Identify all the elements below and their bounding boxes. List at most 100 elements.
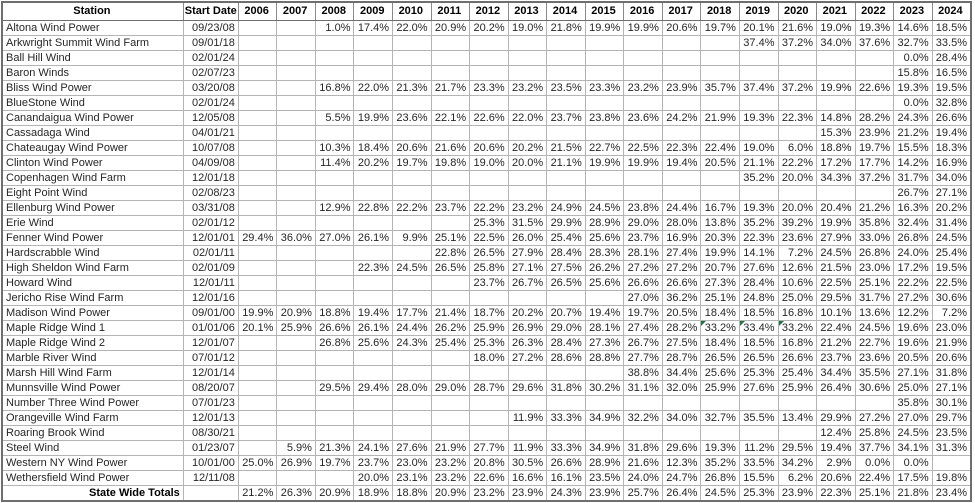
value-cell-2008[interactable] bbox=[314, 425, 355, 441]
value-cell-2019[interactable] bbox=[738, 125, 779, 141]
value-cell-2020[interactable]: 39.2% bbox=[777, 215, 818, 231]
value-cell-2011[interactable]: 25.1% bbox=[430, 230, 471, 246]
value-cell-2006[interactable]: 29.4% bbox=[237, 230, 278, 246]
value-cell-2018[interactable] bbox=[700, 425, 740, 441]
value-cell-2008[interactable] bbox=[314, 95, 355, 111]
value-cell-2022[interactable]: 26.8% bbox=[854, 245, 895, 261]
totals-start-date-cell[interactable] bbox=[182, 485, 239, 502]
value-cell-2018[interactable]: 18.4% bbox=[700, 335, 740, 351]
value-cell-2006[interactable] bbox=[237, 185, 278, 201]
value-cell-2006[interactable]: 19.9% bbox=[237, 305, 278, 321]
value-cell-2006[interactable] bbox=[237, 275, 278, 291]
value-cell-2021[interactable] bbox=[816, 395, 856, 411]
value-cell-2014[interactable]: 29.0% bbox=[546, 320, 586, 336]
value-cell-2013[interactable]: 20.2% bbox=[507, 305, 548, 321]
value-cell-2024[interactable] bbox=[931, 455, 972, 471]
start-date-cell[interactable]: 02/01/11 bbox=[182, 245, 239, 261]
value-cell-2024[interactable]: 20.2% bbox=[931, 200, 972, 216]
value-cell-2011[interactable]: 21.9% bbox=[430, 440, 471, 456]
station-cell[interactable]: Arkwright Summit Wind Farm bbox=[1, 35, 184, 51]
value-cell-2021[interactable]: 2.9% bbox=[816, 455, 856, 471]
value-cell-2016[interactable]: 24.0% bbox=[623, 470, 663, 486]
value-cell-2022[interactable]: 25.8% bbox=[854, 425, 895, 441]
value-cell-2010[interactable] bbox=[392, 290, 432, 306]
value-cell-2008[interactable] bbox=[314, 125, 355, 141]
value-cell-2023[interactable]: 21.2% bbox=[893, 125, 933, 141]
value-cell-2023[interactable]: 12.2% bbox=[893, 305, 933, 321]
value-cell-2024[interactable]: 34.0% bbox=[931, 170, 972, 186]
start-date-cell[interactable]: 07/01/23 bbox=[182, 395, 239, 411]
value-cell-2019[interactable]: 19.0% bbox=[738, 140, 779, 156]
value-cell-2018[interactable]: 20.5% bbox=[700, 155, 740, 171]
value-cell-2023[interactable]: 22.2% bbox=[893, 275, 933, 291]
value-cell-2013[interactable]: 27.1% bbox=[507, 260, 548, 276]
value-cell-2014[interactable]: 23.5% bbox=[546, 80, 586, 96]
value-cell-2021[interactable]: 10.1% bbox=[816, 305, 856, 321]
station-cell[interactable]: Ball Hill Wind bbox=[1, 50, 184, 66]
value-cell-2017[interactable] bbox=[661, 35, 702, 51]
value-cell-2024[interactable]: 27.1% bbox=[931, 380, 972, 396]
value-cell-2017[interactable]: 16.9% bbox=[661, 230, 702, 246]
value-cell-2016[interactable]: 38.8% bbox=[623, 365, 663, 381]
value-cell-2017[interactable] bbox=[661, 425, 702, 441]
value-cell-2023[interactable]: 17.2% bbox=[893, 260, 933, 276]
start-date-cell[interactable]: 12/11/08 bbox=[182, 470, 239, 486]
value-cell-2006[interactable] bbox=[237, 425, 278, 441]
value-cell-2010[interactable] bbox=[392, 395, 432, 411]
value-cell-2018[interactable] bbox=[700, 395, 740, 411]
start-date-cell[interactable]: 12/01/11 bbox=[182, 275, 239, 291]
value-cell-2016[interactable] bbox=[623, 35, 663, 51]
value-cell-2017[interactable]: 19.4% bbox=[661, 155, 702, 171]
value-cell-2018[interactable]: 26.8% bbox=[700, 470, 740, 486]
value-cell-2018[interactable]: 27.3% bbox=[700, 275, 740, 291]
value-cell-2006[interactable] bbox=[237, 155, 278, 171]
value-cell-2013[interactable]: 11.9% bbox=[507, 440, 548, 456]
value-cell-2013[interactable] bbox=[507, 425, 548, 441]
value-cell-2020[interactable] bbox=[777, 125, 818, 141]
value-cell-2022[interactable]: 37.6% bbox=[854, 35, 895, 51]
start-date-cell[interactable]: 12/01/07 bbox=[182, 335, 239, 351]
value-cell-2022[interactable] bbox=[854, 185, 895, 201]
value-cell-2014[interactable]: 16.1% bbox=[546, 470, 586, 486]
value-cell-2012[interactable]: 25.3% bbox=[469, 215, 509, 231]
value-cell-2015[interactable] bbox=[584, 35, 625, 51]
column-header-2015[interactable]: 2015 bbox=[584, 1, 625, 21]
value-cell-2018[interactable] bbox=[700, 125, 740, 141]
value-cell-2023[interactable]: 0.0% bbox=[893, 455, 933, 471]
value-cell-2011[interactable]: 21.4% bbox=[430, 305, 471, 321]
value-cell-2022[interactable]: 19.7% bbox=[854, 140, 895, 156]
value-cell-2013[interactable]: 30.5% bbox=[507, 455, 548, 471]
station-cell[interactable]: Marsh Hill Wind Farm bbox=[1, 365, 184, 381]
value-cell-2012[interactable] bbox=[469, 35, 509, 51]
value-cell-2009[interactable]: 19.4% bbox=[353, 305, 394, 321]
value-cell-2015[interactable]: 34.9% bbox=[584, 410, 625, 426]
start-date-cell[interactable]: 09/01/00 bbox=[182, 305, 239, 321]
value-cell-2010[interactable]: 23.1% bbox=[392, 470, 432, 486]
value-cell-2007[interactable] bbox=[276, 470, 316, 486]
value-cell-2006[interactable] bbox=[237, 290, 278, 306]
value-cell-2011[interactable]: 22.8% bbox=[430, 245, 471, 261]
station-cell[interactable]: Bliss Wind Power bbox=[1, 80, 184, 96]
value-cell-2013[interactable]: 27.9% bbox=[507, 245, 548, 261]
value-cell-2014[interactable]: 24.9% bbox=[546, 200, 586, 216]
value-cell-2016[interactable] bbox=[623, 65, 663, 81]
value-cell-2016[interactable]: 23.6% bbox=[623, 110, 663, 126]
value-cell-2012[interactable] bbox=[469, 425, 509, 441]
value-cell-2012[interactable]: 19.0% bbox=[469, 155, 509, 171]
value-cell-2016[interactable]: 31.8% bbox=[623, 440, 663, 456]
value-cell-2019[interactable] bbox=[738, 425, 779, 441]
value-cell-2013[interactable]: 19.0% bbox=[507, 20, 548, 36]
value-cell-2023[interactable]: 14.6% bbox=[893, 20, 933, 36]
value-cell-2010[interactable] bbox=[392, 350, 432, 366]
value-cell-2011[interactable] bbox=[430, 125, 471, 141]
value-cell-2012[interactable]: 23.7% bbox=[469, 275, 509, 291]
value-cell-2023[interactable]: 19.3% bbox=[893, 80, 933, 96]
value-cell-2006[interactable] bbox=[237, 65, 278, 81]
value-cell-2024[interactable]: 19.5% bbox=[931, 260, 972, 276]
station-cell[interactable]: Copenhagen Wind Farm bbox=[1, 170, 184, 186]
value-cell-2007[interactable] bbox=[276, 350, 316, 366]
value-cell-2014[interactable]: 20.7% bbox=[546, 305, 586, 321]
value-cell-2019[interactable]: 24.8% bbox=[738, 290, 779, 306]
value-cell-2006[interactable] bbox=[237, 200, 278, 216]
value-cell-2009[interactable]: 19.9% bbox=[353, 110, 394, 126]
